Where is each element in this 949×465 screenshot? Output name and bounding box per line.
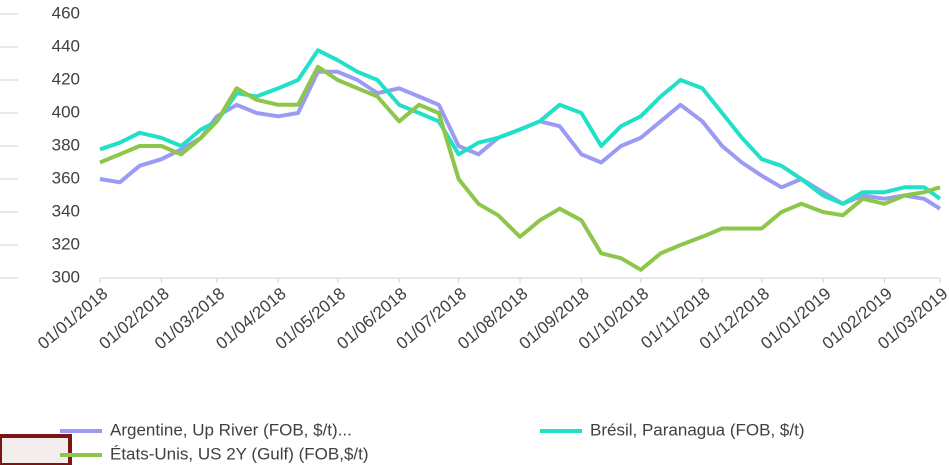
y-tick-label: 400 (52, 102, 80, 121)
legend-label: États-Unis, US 2Y (Gulf) (FOB,$/t) (110, 444, 369, 463)
series-line (99, 48, 942, 206)
legend-label: Argentine, Up River (FOB, $/t)... (110, 420, 352, 439)
y-tick-label: 440 (52, 36, 80, 55)
y-tick-label: 340 (52, 201, 80, 220)
series-line (99, 64, 941, 272)
overlay-box (0, 434, 72, 465)
y-tick-label: 420 (52, 69, 80, 88)
y-tick-label: 300 (52, 267, 80, 286)
y-tick-label: 460 (52, 3, 80, 22)
y-tick-label: 380 (52, 135, 80, 154)
y-tick-label: 360 (52, 168, 80, 187)
legend-label: Brésil, Paranagua (FOB, $/t) (590, 420, 804, 439)
y-tick-label: 320 (52, 234, 80, 253)
